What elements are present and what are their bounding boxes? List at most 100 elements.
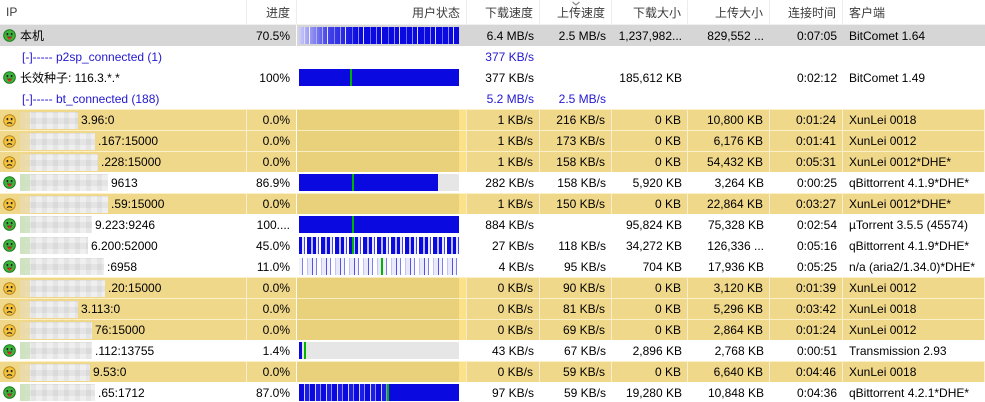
- progress-cell: 0.0%: [247, 151, 297, 172]
- connection-time-value: 0:00:25: [796, 175, 837, 190]
- download-size-value: 0 KB: [654, 302, 681, 316]
- client-cell: qBittorrent 4.1.9*DHE*: [843, 172, 985, 193]
- availability-bar: [299, 216, 459, 233]
- download-speed-value: 0 KB/s: [497, 302, 533, 316]
- dl_speed-cell: 282 KB/s: [467, 172, 540, 193]
- peer-row[interactable]: .59:15000 0.0% 1 KB/s 150 KB/s 0 KB 22,864 KB…: [0, 193, 985, 214]
- group-row[interactable]: [-]----- p2sp_connected (1) 377 KB/s: [0, 46, 985, 67]
- availability-bar-fill: [299, 174, 439, 191]
- smiley-happy-icon: [3, 239, 16, 252]
- peer-row[interactable]: .228:15000 0.0% 1 KB/s 158 KB/s 0 KB 54,432 K…: [0, 151, 985, 172]
- column-header-label: 进度: [265, 5, 290, 20]
- time-cell: 0:03:42: [770, 298, 843, 319]
- download-speed-value: 1 KB/s: [497, 197, 533, 211]
- progress-cell: 0.0%: [247, 277, 297, 298]
- connection-time-value: 0:05:25: [796, 259, 837, 274]
- group-toggle-label[interactable]: [-]----- bt_connected (188): [22, 91, 160, 106]
- peer-row[interactable]: .65:1712 87.0% 97 KB/s 59 KB/s 19,280 KB 10,8…: [0, 382, 985, 402]
- column-header-ul_speed[interactable]: 上传速度: [540, 0, 612, 24]
- ul_size-cell: 22,864 KB: [688, 193, 770, 214]
- redacted-ip-blur: [20, 111, 78, 129]
- upload-speed-value: 67 KB/s: [563, 343, 606, 358]
- peer-ip-text: .228:15000: [101, 155, 162, 169]
- peer-row[interactable]: .112:13755 1.4% 43 KB/s 67 KB/s 2,896 KB 2,76…: [0, 340, 985, 361]
- bar-position-marker: [351, 237, 354, 254]
- column-header-time[interactable]: 连接时间: [770, 0, 843, 24]
- download-speed-value: 4 KB/s: [498, 259, 534, 274]
- local-host-row[interactable]: 本机 70.5% 6.4 MB/s 2.5 MB/s 1,237,982... 829,5…: [0, 25, 985, 46]
- column-header-ul_size[interactable]: 上传大小: [688, 0, 770, 24]
- client-cell: qBittorrent 4.1.9*DHE*: [843, 235, 985, 256]
- connection-time-value: 0:04:36: [796, 385, 837, 400]
- peer-row[interactable]: .20:15000 0.0% 0 KB/s 90 KB/s 0 KB 3,120 KB 0:…: [0, 277, 985, 298]
- peer-row[interactable]: 3.96:0 0.0% 1 KB/s 216 KB/s 0 KB 10,800 KB 0:0…: [0, 109, 985, 130]
- column-header-status[interactable]: 用户状态: [297, 0, 467, 24]
- group-toggle-label[interactable]: [-]----- p2sp_connected (1): [22, 49, 163, 64]
- peer-row[interactable]: 9.223:9246 100.... 884 KB/s 95,824 KB 75,328…: [0, 214, 985, 235]
- peer-row[interactable]: :6958 11.0% 4 KB/s 95 KB/s 704 KB 17,936 KB 0:…: [0, 256, 985, 277]
- redacted-ip-tint: [20, 132, 30, 150]
- column-header-ip[interactable]: IP: [0, 0, 247, 24]
- upload-size-value: 126,336 ...: [707, 238, 764, 253]
- progress-value: 45.0%: [255, 238, 290, 253]
- peer-row[interactable]: 9613 86.9% 282 KB/s 158 KB/s 5,920 KB 3,264 K…: [0, 172, 985, 193]
- dl_speed-cell: 97 KB/s: [467, 382, 540, 402]
- time-cell: [770, 88, 843, 109]
- time-cell: 0:00:25: [770, 172, 843, 193]
- redacted-ip-tint: [20, 237, 30, 254]
- client-name: XunLei 0012: [849, 134, 917, 148]
- column-header-label: 下载大小: [632, 5, 681, 20]
- dl_speed-cell: 1 KB/s: [467, 151, 540, 172]
- ul_speed-cell: 67 KB/s: [540, 340, 612, 361]
- progress-cell: 0.0%: [247, 319, 297, 340]
- column-header-dl_size[interactable]: 下载大小: [612, 0, 688, 24]
- smiley-sad-icon: [3, 155, 16, 169]
- ul_size-cell: 6,640 KB: [688, 361, 770, 382]
- redacted-ip-tint: [20, 258, 30, 275]
- status-cell: [297, 235, 467, 256]
- redacted-ip-blur: [20, 300, 78, 318]
- ul_size-cell: 54,432 KB: [688, 151, 770, 172]
- ul_size-cell: [688, 67, 770, 88]
- upload-size-value: 10,848 KB: [707, 385, 764, 400]
- peer-row[interactable]: 长效种子: 116.3.*.* 100% 377 KB/s 185,612 KB 0:0…: [0, 67, 985, 88]
- ul_speed-cell: 2.5 MB/s: [540, 88, 612, 109]
- status-cell: [297, 46, 467, 67]
- connection-time-value: 0:03:27: [795, 197, 836, 211]
- group-row[interactable]: [-]----- bt_connected (188) 5.2 MB/s 2.5 M…: [0, 88, 985, 109]
- redacted-ip-blur: [20, 237, 88, 254]
- time-cell: 0:01:41: [770, 130, 843, 151]
- column-header-progress[interactable]: 进度: [247, 0, 297, 24]
- column-header-client[interactable]: 客户端: [843, 0, 985, 24]
- peer-ip-text: .112:13755: [95, 343, 155, 358]
- progress-value: 100....: [256, 217, 290, 232]
- dl_size-cell: 0 KB: [612, 193, 688, 214]
- dl_speed-cell: 0 KB/s: [467, 361, 540, 382]
- dl_size-cell: 19,280 KB: [612, 382, 688, 402]
- ul_size-cell: 829,552 ...: [688, 25, 770, 46]
- connection-time-value: 0:01:39: [795, 281, 836, 295]
- status-cell: [297, 25, 467, 46]
- ul_speed-cell: 81 KB/s: [540, 298, 612, 319]
- connection-time-value: 0:01:24: [795, 113, 836, 127]
- smiley-sad-icon: [3, 323, 16, 337]
- peer-row[interactable]: 76:15000 0.0% 0 KB/s 69 KB/s 0 KB 2,864 KB 0:0…: [0, 319, 985, 340]
- redacted-ip-tint: [20, 363, 30, 381]
- ip-cell: 9613: [0, 172, 247, 193]
- client-cell: XunLei 0012*DHE*: [843, 193, 985, 214]
- column-header-label: 连接时间: [787, 5, 836, 20]
- redacted-ip-blur: [20, 174, 108, 191]
- ip-cell: .65:1712: [0, 382, 247, 402]
- peer-row[interactable]: 3.113:0 0.0% 0 KB/s 81 KB/s 0 KB 5,296 KB 0:03…: [0, 298, 985, 319]
- peer-row[interactable]: 9.53:0 0.0% 0 KB/s 59 KB/s 0 KB 6,640 KB 0:04:…: [0, 361, 985, 382]
- peer-row[interactable]: 6.200:52000 45.0% 27 KB/s 118 KB/s 34,272 KB…: [0, 235, 985, 256]
- upload-speed-value: 118 KB/s: [558, 238, 606, 253]
- peer-row[interactable]: .167:15000 0.0% 1 KB/s 173 KB/s 0 KB 6,176 KB…: [0, 130, 985, 151]
- download-size-value: 185,612 KB: [619, 70, 682, 85]
- ul_size-cell: [688, 88, 770, 109]
- dl_speed-cell: 0 KB/s: [467, 319, 540, 340]
- upload-speed-value: 69 KB/s: [562, 323, 605, 337]
- column-header-dl_speed[interactable]: 下载速度: [467, 0, 540, 24]
- ul_speed-cell: [540, 67, 612, 88]
- ul_size-cell: 75,328 KB: [688, 214, 770, 235]
